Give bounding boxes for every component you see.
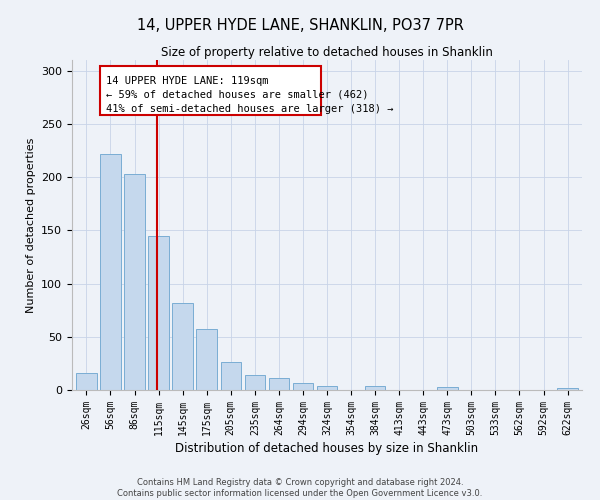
Bar: [317, 386, 337, 390]
Bar: [437, 387, 458, 390]
Bar: [557, 388, 578, 390]
Bar: [245, 375, 265, 390]
Text: Contains HM Land Registry data © Crown copyright and database right 2024.
Contai: Contains HM Land Registry data © Crown c…: [118, 478, 482, 498]
Bar: [100, 154, 121, 390]
X-axis label: Distribution of detached houses by size in Shanklin: Distribution of detached houses by size …: [175, 442, 479, 455]
Bar: [76, 373, 97, 390]
Text: 14, UPPER HYDE LANE, SHANKLIN, PO37 7PR: 14, UPPER HYDE LANE, SHANKLIN, PO37 7PR: [137, 18, 463, 32]
Text: ← 59% of detached houses are smaller (462): ← 59% of detached houses are smaller (46…: [106, 90, 368, 100]
Bar: [172, 302, 193, 390]
Bar: [124, 174, 145, 390]
Bar: [365, 386, 385, 390]
Bar: [293, 382, 313, 390]
Bar: [196, 330, 217, 390]
Bar: [148, 236, 169, 390]
Title: Size of property relative to detached houses in Shanklin: Size of property relative to detached ho…: [161, 46, 493, 59]
Y-axis label: Number of detached properties: Number of detached properties: [26, 138, 35, 312]
Text: 14 UPPER HYDE LANE: 119sqm: 14 UPPER HYDE LANE: 119sqm: [106, 76, 268, 86]
Text: 41% of semi-detached houses are larger (318) →: 41% of semi-detached houses are larger (…: [106, 104, 393, 114]
Bar: [221, 362, 241, 390]
FancyBboxPatch shape: [100, 66, 321, 116]
Bar: [269, 378, 289, 390]
